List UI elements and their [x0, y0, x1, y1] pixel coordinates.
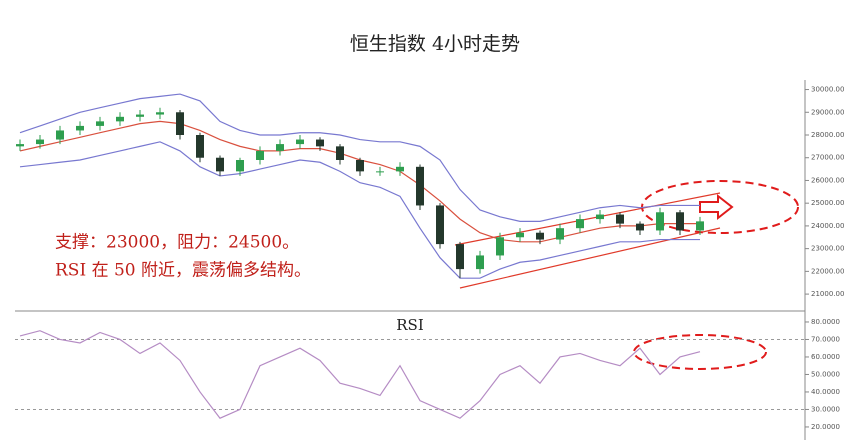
candle-body	[456, 244, 464, 270]
candle-body	[496, 237, 504, 256]
candle-body	[96, 121, 104, 126]
annotation: 支撑：23000，阻力：24500。	[55, 233, 299, 253]
y-tick-label: 25000.00	[811, 199, 844, 207]
candle-body	[236, 160, 244, 172]
trend-line	[454, 192, 721, 246]
candle-body	[116, 116, 124, 122]
candle-body	[136, 114, 144, 117]
y-tick-label: 22000.00	[811, 267, 844, 275]
y-tick-label: 24000.00	[811, 222, 844, 230]
candle-body	[376, 171, 384, 173]
y-tick-label: 27000.00	[811, 154, 844, 162]
candle-body	[156, 112, 164, 115]
trend-line	[459, 227, 721, 289]
candle-body	[36, 139, 44, 145]
candle-body	[216, 157, 224, 172]
band-line	[19, 93, 700, 222]
candle-body	[556, 228, 564, 240]
candle-body	[476, 255, 484, 270]
candle-body	[676, 212, 684, 231]
candle-body	[436, 205, 444, 245]
y-tick-label: 70.0000	[811, 335, 840, 343]
candle-body	[416, 166, 424, 206]
candle-body	[576, 219, 584, 229]
rsi-line	[19, 330, 701, 419]
candle-body	[316, 139, 324, 147]
candle-body	[256, 150, 264, 160]
chart-title: 恒生指数 4小时走势	[350, 33, 520, 55]
arrow	[699, 193, 734, 221]
y-tick-label: 30.0000	[811, 405, 840, 413]
panel-title: RSI	[396, 316, 424, 334]
candle-body	[636, 223, 644, 231]
candle-body	[516, 232, 524, 238]
candle-body	[356, 160, 364, 172]
y-tick-label: 60.0000	[811, 353, 840, 361]
candle-body	[396, 166, 404, 172]
candle-body	[196, 135, 204, 158]
candle-body	[56, 130, 64, 140]
candle-body	[656, 212, 664, 231]
y-tick-label: 80.0000	[811, 318, 840, 326]
y-tick-label: 21000.00	[811, 290, 844, 298]
y-tick-label: 29000.00	[811, 108, 844, 116]
candle-body	[696, 221, 704, 231]
y-tick-label: 40.0000	[811, 388, 840, 396]
candle-body	[176, 112, 184, 135]
y-tick-label: 30000.00	[811, 86, 844, 94]
candle-body	[596, 214, 604, 220]
candle-body	[536, 232, 544, 240]
candle-body	[16, 144, 24, 147]
band-line	[19, 141, 700, 279]
annotation: RSI 在 50 附近，震荡偏多结构。	[55, 261, 311, 281]
y-tick-label: 50.0000	[811, 370, 840, 378]
candle-body	[296, 139, 304, 145]
candle-body	[76, 125, 84, 131]
y-tick-label: 20.0000	[811, 423, 840, 431]
candle-body	[276, 144, 284, 151]
highlight-ellipse	[633, 334, 767, 370]
candle-body	[336, 146, 344, 160]
y-tick-label: 23000.00	[811, 245, 844, 253]
y-tick-label: 26000.00	[811, 176, 844, 184]
y-tick-label: 28000.00	[811, 131, 844, 139]
candle-body	[616, 214, 624, 224]
